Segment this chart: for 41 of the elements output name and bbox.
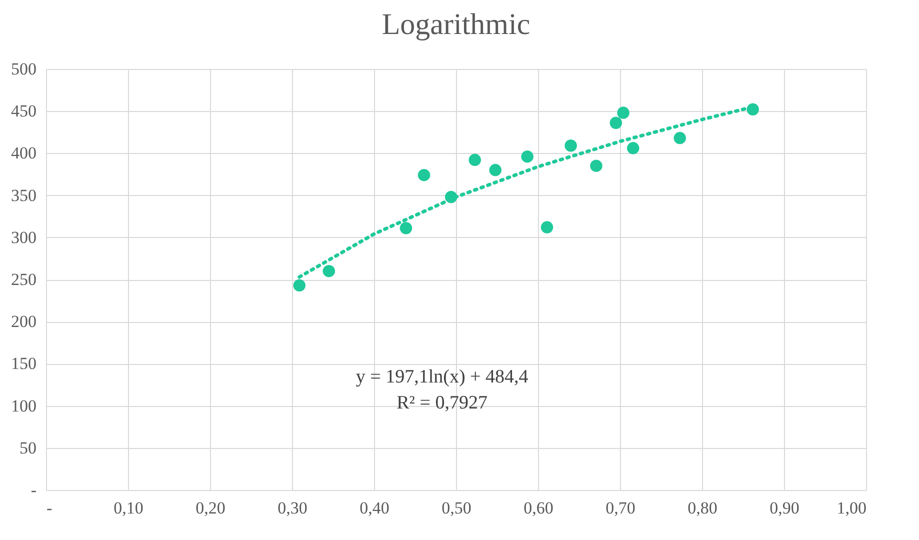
chart-title: Logarithmic [382,8,530,41]
point [564,140,577,152]
x-tick-label: 0,10 [114,498,144,518]
annotation: R² = 0,7927 [396,392,488,414]
point [540,221,554,234]
x-tick-label: 0,40 [360,498,390,518]
y-tick-label: - [30,480,37,500]
y-tick-label: 500 [11,60,36,78]
y-tick-label: 100 [11,396,36,416]
point [626,142,640,154]
point [746,103,759,116]
point [489,164,502,176]
point [468,154,481,166]
point [400,222,412,234]
x-tick-label: 0,60 [524,498,554,518]
point [674,132,686,144]
annotation: y = 197,1ln(x) + 484,4 [356,366,529,388]
point [293,279,306,292]
y-tick-label: 400 [11,144,36,163]
y-tick-label: 350 [11,186,36,205]
x-tick-label: - [46,498,52,518]
point [617,106,630,119]
y-tick-label: 200 [11,312,36,332]
y-tick-label: 450 [11,102,36,121]
x-tick-label: 0,30 [278,498,308,518]
point [444,190,458,204]
x-tick-label: 0,50 [442,498,472,518]
x-tick-label: 0,80 [688,498,718,518]
y-tick-label: 150 [11,354,36,374]
x-tick-label: 0,70 [606,498,636,518]
point [322,264,336,278]
y-tick-label: 300 [11,228,36,247]
point [590,160,602,172]
y-tick-label: 50 [20,438,36,458]
point [521,150,534,163]
x-tick-label: 0,20 [196,498,226,518]
point [418,168,430,182]
x-tick-label: 0,90 [770,498,800,518]
point [610,116,622,129]
x-tick-label: 1,00 [836,498,866,518]
y-tick-label: 250 [11,270,36,289]
